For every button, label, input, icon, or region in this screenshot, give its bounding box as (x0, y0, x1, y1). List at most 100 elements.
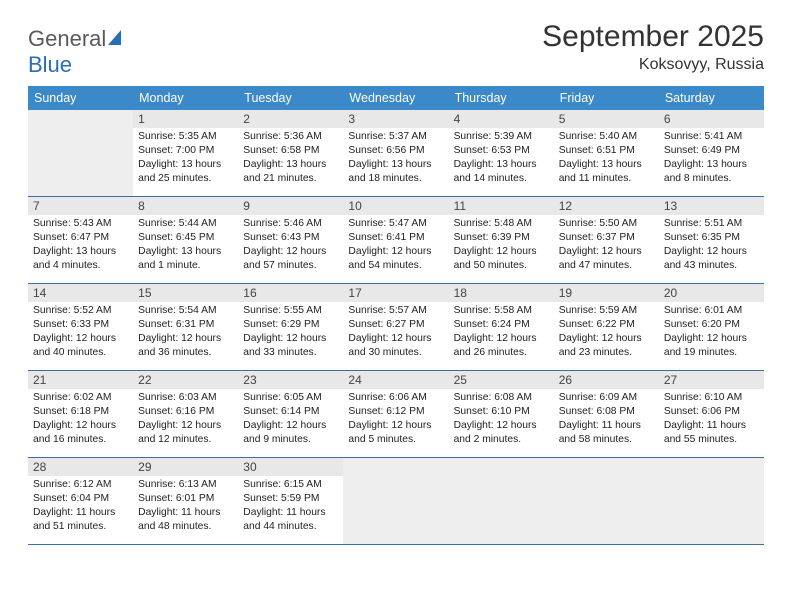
daylight-text: Daylight: 12 hours and 57 minutes. (243, 245, 338, 273)
day-number: 1 (133, 110, 238, 128)
day-info: Sunrise: 6:03 AMSunset: 6:16 PMDaylight:… (133, 389, 238, 447)
calendar-cell (343, 458, 448, 545)
sunrise-text: Sunrise: 6:05 AM (243, 391, 338, 405)
day-info: Sunrise: 5:58 AMSunset: 6:24 PMDaylight:… (449, 302, 554, 360)
day-info: Sunrise: 5:47 AMSunset: 6:41 PMDaylight:… (343, 215, 448, 273)
daylight-text: Daylight: 12 hours and 23 minutes. (559, 332, 654, 360)
day-info: Sunrise: 5:46 AMSunset: 6:43 PMDaylight:… (238, 215, 343, 273)
calendar-cell: 15Sunrise: 5:54 AMSunset: 6:31 PMDayligh… (133, 284, 238, 371)
day-number: 6 (659, 110, 764, 128)
calendar-cell (554, 458, 659, 545)
sunset-text: Sunset: 6:12 PM (348, 405, 443, 419)
daylight-text: Daylight: 12 hours and 12 minutes. (138, 419, 233, 447)
daylight-text: Daylight: 13 hours and 4 minutes. (33, 245, 128, 273)
sunset-text: Sunset: 6:20 PM (664, 318, 759, 332)
weekday-header: Saturday (659, 86, 764, 110)
daylight-text: Daylight: 11 hours and 48 minutes. (138, 506, 233, 534)
calendar-cell: 7Sunrise: 5:43 AMSunset: 6:47 PMDaylight… (28, 197, 133, 284)
day-number: 25 (449, 371, 554, 389)
day-info: Sunrise: 5:41 AMSunset: 6:49 PMDaylight:… (659, 128, 764, 186)
sunset-text: Sunset: 6:58 PM (243, 144, 338, 158)
day-info: Sunrise: 5:44 AMSunset: 6:45 PMDaylight:… (133, 215, 238, 273)
daylight-text: Daylight: 12 hours and 19 minutes. (664, 332, 759, 360)
calendar-cell: 10Sunrise: 5:47 AMSunset: 6:41 PMDayligh… (343, 197, 448, 284)
day-info: Sunrise: 6:15 AMSunset: 5:59 PMDaylight:… (238, 476, 343, 534)
calendar-cell: 13Sunrise: 5:51 AMSunset: 6:35 PMDayligh… (659, 197, 764, 284)
daylight-text: Daylight: 12 hours and 47 minutes. (559, 245, 654, 273)
day-info: Sunrise: 5:39 AMSunset: 6:53 PMDaylight:… (449, 128, 554, 186)
calendar-week-row: 21Sunrise: 6:02 AMSunset: 6:18 PMDayligh… (28, 371, 764, 458)
sunset-text: Sunset: 6:45 PM (138, 231, 233, 245)
weekday-header: Tuesday (238, 86, 343, 110)
calendar-cell: 17 Sunrise: 5:57 AMSunset: 6:27 PMDayligh… (343, 284, 448, 371)
sunset-text: Sunset: 6:35 PM (664, 231, 759, 245)
day-number: 29 (133, 458, 238, 476)
sunrise-text: Sunrise: 6:03 AM (138, 391, 233, 405)
calendar-cell: 5Sunrise: 5:40 AMSunset: 6:51 PMDaylight… (554, 110, 659, 197)
calendar-cell: 23Sunrise: 6:05 AMSunset: 6:14 PMDayligh… (238, 371, 343, 458)
calendar-cell: 4Sunrise: 5:39 AMSunset: 6:53 PMDaylight… (449, 110, 554, 197)
weekday-header: Monday (133, 86, 238, 110)
day-number: 2 (238, 110, 343, 128)
daylight-text: Daylight: 13 hours and 11 minutes. (559, 158, 654, 186)
sunset-text: Sunset: 6:43 PM (243, 231, 338, 245)
sunset-text: Sunset: 6:51 PM (559, 144, 654, 158)
calendar-cell: 21Sunrise: 6:02 AMSunset: 6:18 PMDayligh… (28, 371, 133, 458)
day-info: Sunrise: 5:59 AMSunset: 6:22 PMDaylight:… (554, 302, 659, 360)
day-info: Sunrise: 5:43 AMSunset: 6:47 PMDaylight:… (28, 215, 133, 273)
sunrise-text: Sunrise: 6:06 AM (348, 391, 443, 405)
sunrise-text: Sunrise: 5:50 AM (559, 217, 654, 231)
sunset-text: Sunset: 6:41 PM (348, 231, 443, 245)
day-info: Sunrise: 6:06 AMSunset: 6:12 PMDaylight:… (343, 389, 448, 447)
sunset-text: Sunset: 6:27 PM (348, 318, 443, 332)
sunset-text: Sunset: 6:29 PM (243, 318, 338, 332)
sunset-text: Sunset: 6:56 PM (348, 144, 443, 158)
calendar-cell: 26Sunrise: 6:09 AMSunset: 6:08 PMDayligh… (554, 371, 659, 458)
day-number: 22 (133, 371, 238, 389)
calendar-cell (659, 458, 764, 545)
sunrise-text: Sunrise: 5:39 AM (454, 130, 549, 144)
day-number: 17 (343, 284, 448, 302)
sunrise-text: Sunrise: 5:52 AM (33, 304, 128, 318)
sunrise-text: Sunrise: 6:13 AM (138, 478, 233, 492)
calendar-cell: 3Sunrise: 5:37 AMSunset: 6:56 PMDaylight… (343, 110, 448, 197)
day-info: Sunrise: 5:35 AMSunset: 7:00 PMDaylight:… (133, 128, 238, 186)
day-info: Sunrise: 5:40 AMSunset: 6:51 PMDaylight:… (554, 128, 659, 186)
sunset-text: Sunset: 6:18 PM (33, 405, 128, 419)
daylight-text: Daylight: 13 hours and 25 minutes. (138, 158, 233, 186)
location: Koksovyy, Russia (542, 56, 764, 74)
calendar-cell (28, 110, 133, 197)
daylight-text: Daylight: 12 hours and 40 minutes. (33, 332, 128, 360)
calendar-cell: 12Sunrise: 5:50 AMSunset: 6:37 PMDayligh… (554, 197, 659, 284)
daylight-text: Daylight: 12 hours and 36 minutes. (138, 332, 233, 360)
day-info: Sunrise: 6:13 AMSunset: 6:01 PMDaylight:… (133, 476, 238, 534)
calendar-cell: 18Sunrise: 5:58 AMSunset: 6:24 PMDayligh… (449, 284, 554, 371)
sunrise-text: Sunrise: 5:48 AM (454, 217, 549, 231)
sunset-text: Sunset: 5:59 PM (243, 492, 338, 506)
daylight-text: Daylight: 13 hours and 21 minutes. (243, 158, 338, 186)
daylight-text: Daylight: 13 hours and 14 minutes. (454, 158, 549, 186)
sunrise-text: Sunrise: 5:57 AM (348, 304, 443, 318)
day-info: Sunrise: 6:09 AMSunset: 6:08 PMDaylight:… (554, 389, 659, 447)
day-number: 18 (449, 284, 554, 302)
day-info: Sunrise: 6:10 AMSunset: 6:06 PMDaylight:… (659, 389, 764, 447)
sunrise-text: Sunrise: 5:44 AM (138, 217, 233, 231)
calendar-cell: 29Sunrise: 6:13 AMSunset: 6:01 PMDayligh… (133, 458, 238, 545)
weekday-header-row: Sunday Monday Tuesday Wednesday Thursday… (28, 86, 764, 110)
daylight-text: Daylight: 13 hours and 8 minutes. (664, 158, 759, 186)
sunrise-text: Sunrise: 5:36 AM (243, 130, 338, 144)
sunrise-text: Sunrise: 6:09 AM (559, 391, 654, 405)
daylight-text: Daylight: 12 hours and 30 minutes. (348, 332, 443, 360)
sunrise-text: Sunrise: 5:54 AM (138, 304, 233, 318)
sunrise-text: Sunrise: 6:01 AM (664, 304, 759, 318)
calendar-table: Sunday Monday Tuesday Wednesday Thursday… (28, 86, 764, 545)
day-number: 13 (659, 197, 764, 215)
day-number: 27 (659, 371, 764, 389)
calendar-cell: 16Sunrise: 5:55 AMSunset: 6:29 PMDayligh… (238, 284, 343, 371)
calendar-cell: 9Sunrise: 5:46 AMSunset: 6:43 PMDaylight… (238, 197, 343, 284)
day-number: 14 (28, 284, 133, 302)
daylight-text: Daylight: 12 hours and 50 minutes. (454, 245, 549, 273)
day-number: 21 (28, 371, 133, 389)
calendar-cell: 28Sunrise: 6:12 AMSunset: 6:04 PMDayligh… (28, 458, 133, 545)
sunrise-text: Sunrise: 6:10 AM (664, 391, 759, 405)
